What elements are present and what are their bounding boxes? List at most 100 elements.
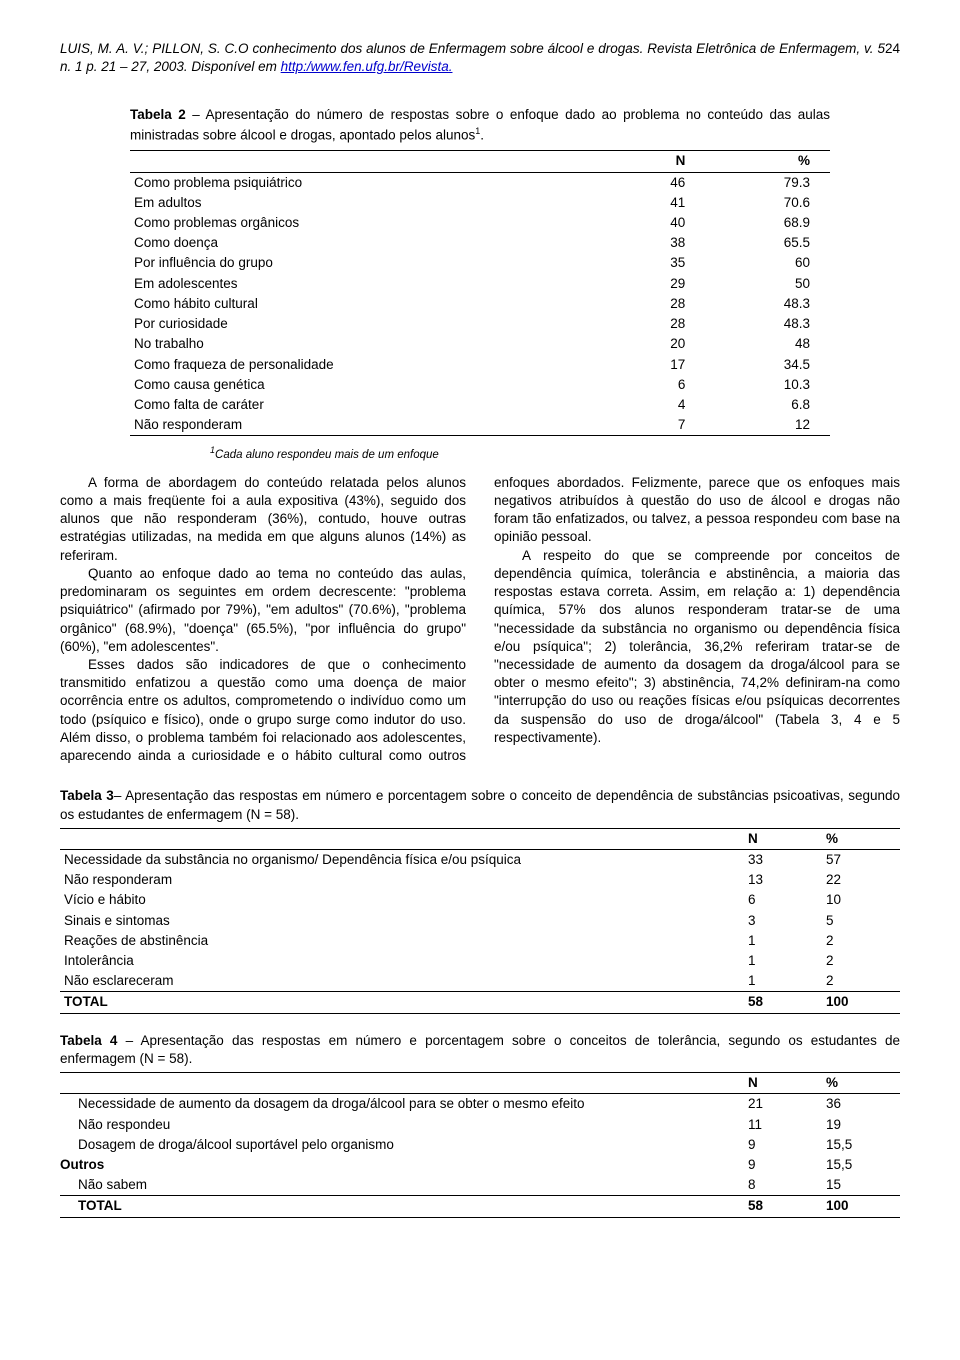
cell-label: No trabalho bbox=[130, 334, 604, 354]
cell-n: 1 bbox=[744, 931, 822, 951]
cell-n: 3 bbox=[744, 911, 822, 931]
table-row: Em adolescentes2950 bbox=[130, 274, 830, 294]
table-row: Não sabem815 bbox=[60, 1175, 900, 1196]
tabela3-title: Tabela 3– Apresentação das respostas em … bbox=[60, 787, 900, 823]
table-row-total: TOTAL58100 bbox=[60, 992, 900, 1013]
tabela4-title: Tabela 4 – Apresentação das respostas em… bbox=[60, 1032, 900, 1068]
tabela2-th-n: N bbox=[604, 151, 716, 172]
cell-n: 8 bbox=[744, 1175, 822, 1196]
tabela4-block: Tabela 4 – Apresentação das respostas em… bbox=[60, 1032, 900, 1218]
cell-pct: 12 bbox=[715, 415, 830, 436]
table-row: Como problemas orgânicos4068.9 bbox=[130, 213, 830, 233]
cell-pct: 65.5 bbox=[715, 233, 830, 253]
cell-n: 13 bbox=[744, 870, 822, 890]
tabela2-footnote: 1Cada aluno respondeu mais de um enfoque bbox=[210, 444, 900, 463]
cell-n: 17 bbox=[604, 355, 716, 375]
cell-outros-n: 9 bbox=[744, 1155, 822, 1175]
cell-label: Por influência do grupo bbox=[130, 253, 604, 273]
cell-total-label: TOTAL bbox=[60, 992, 744, 1013]
cell-pct: 5 bbox=[822, 911, 900, 931]
cell-label: Como doença bbox=[130, 233, 604, 253]
page-number: 24 bbox=[885, 40, 900, 58]
cell-label: Como causa genética bbox=[130, 375, 604, 395]
cell-n: 29 bbox=[604, 274, 716, 294]
tabela3-th-blank bbox=[60, 828, 744, 849]
table-row: Intolerância12 bbox=[60, 951, 900, 971]
cell-label: Como problemas orgânicos bbox=[130, 213, 604, 233]
tabela2-title-end: . bbox=[480, 127, 484, 142]
cell-total-pct: 100 bbox=[822, 992, 900, 1013]
tabela2-th-pct: % bbox=[715, 151, 830, 172]
table-row: Sinais e sintomas35 bbox=[60, 911, 900, 931]
running-header: 24 LUIS, M. A. V.; PILLON, S. C.O conhec… bbox=[60, 40, 900, 76]
cell-total-label: TOTAL bbox=[60, 1196, 744, 1217]
cell-n: 28 bbox=[604, 314, 716, 334]
table-row: Não esclareceram12 bbox=[60, 971, 900, 992]
tabela3-table: N % Necessidade da substância no organis… bbox=[60, 828, 900, 1014]
cell-n: 11 bbox=[744, 1115, 822, 1135]
cell-n: 40 bbox=[604, 213, 716, 233]
cell-pct: 19 bbox=[822, 1115, 900, 1135]
cell-label: Intolerância bbox=[60, 951, 744, 971]
cell-pct: 48.3 bbox=[715, 294, 830, 314]
tabela3-title-rest: – Apresentação das respostas em número e… bbox=[60, 788, 900, 821]
cell-pct: 34.5 bbox=[715, 355, 830, 375]
cell-pct: 10.3 bbox=[715, 375, 830, 395]
table-row: Por influência do grupo3560 bbox=[130, 253, 830, 273]
body-p1: A forma de abordagem do conteúdo relatad… bbox=[60, 474, 466, 565]
cell-label: Como problema psiquiátrico bbox=[130, 172, 604, 193]
cell-pct: 22 bbox=[822, 870, 900, 890]
cell-pct: 6.8 bbox=[715, 395, 830, 415]
tabela3-block: Tabela 3– Apresentação das respostas em … bbox=[60, 787, 900, 1013]
tabela3-title-lead: Tabela 3 bbox=[60, 788, 114, 803]
cell-n: 6 bbox=[604, 375, 716, 395]
cell-outros-pct: 15,5 bbox=[822, 1155, 900, 1175]
cell-label: Não responderam bbox=[60, 870, 744, 890]
body-p2: Quanto ao enfoque dado ao tema no conteú… bbox=[60, 565, 466, 656]
cell-pct: 2 bbox=[822, 951, 900, 971]
cell-pct: 70.6 bbox=[715, 193, 830, 213]
cell-total-pct: 100 bbox=[822, 1196, 900, 1217]
body-p4: A respeito do que se compreende por conc… bbox=[494, 547, 900, 747]
tabela2-footnote-text: Cada aluno respondeu mais de um enfoque bbox=[215, 449, 439, 461]
table-row: Como falta de caráter46.8 bbox=[130, 395, 830, 415]
cell-label: Sinais e sintomas bbox=[60, 911, 744, 931]
cell-label: Em adultos bbox=[130, 193, 604, 213]
tabela2-th-blank bbox=[130, 151, 604, 172]
cell-label: Vício e hábito bbox=[60, 890, 744, 910]
citation-link[interactable]: http:/www.fen.ufg.br/Revista. bbox=[281, 59, 453, 74]
cell-label: Não esclareceram bbox=[60, 971, 744, 992]
table-row: Reações de abstinência12 bbox=[60, 931, 900, 951]
cell-label: Necessidade de aumento da dosagem da dro… bbox=[60, 1094, 744, 1115]
cell-n: 38 bbox=[604, 233, 716, 253]
table-row: Como doença3865.5 bbox=[130, 233, 830, 253]
tabela2-title: Tabela 2 – Apresentação do número de res… bbox=[130, 106, 830, 144]
table-row: Como problema psiquiátrico4679.3 bbox=[130, 172, 830, 193]
cell-n: 1 bbox=[744, 951, 822, 971]
cell-pct: 68.9 bbox=[715, 213, 830, 233]
cell-n: 35 bbox=[604, 253, 716, 273]
cell-n: 28 bbox=[604, 294, 716, 314]
table-row: Vício e hábito610 bbox=[60, 890, 900, 910]
cell-pct: 10 bbox=[822, 890, 900, 910]
citation-pre: LUIS, M. A. V.; PILLON, S. C.O conhecime… bbox=[60, 41, 647, 56]
tabela4-table: N % Necessidade de aumento da dosagem da… bbox=[60, 1072, 900, 1218]
cell-label: Como fraqueza de personalidade bbox=[130, 355, 604, 375]
table-row: Como causa genética610.3 bbox=[130, 375, 830, 395]
cell-label: Não sabem bbox=[60, 1175, 744, 1196]
cell-pct: 15 bbox=[822, 1175, 900, 1196]
table-row-total: TOTAL58100 bbox=[60, 1196, 900, 1217]
tabela4-th-n: N bbox=[744, 1073, 822, 1094]
table-row-outros: Outros915,5 bbox=[60, 1155, 900, 1175]
cell-n: 9 bbox=[744, 1135, 822, 1155]
table-row: Dosagem de droga/álcool suportável pelo … bbox=[60, 1135, 900, 1155]
table-row: Não respondeu1119 bbox=[60, 1115, 900, 1135]
tabela4-title-lead: Tabela 4 bbox=[60, 1033, 117, 1048]
table-row: Necessidade da substância no organismo/ … bbox=[60, 849, 900, 870]
cell-label: Necessidade da substância no organismo/ … bbox=[60, 849, 744, 870]
cell-n: 33 bbox=[744, 849, 822, 870]
table-row: Por curiosidade2848.3 bbox=[130, 314, 830, 334]
cell-pct: 57 bbox=[822, 849, 900, 870]
citation-journal: Revista Eletrônica de Enfermagem bbox=[647, 41, 856, 56]
table-row: Não responderam1322 bbox=[60, 870, 900, 890]
